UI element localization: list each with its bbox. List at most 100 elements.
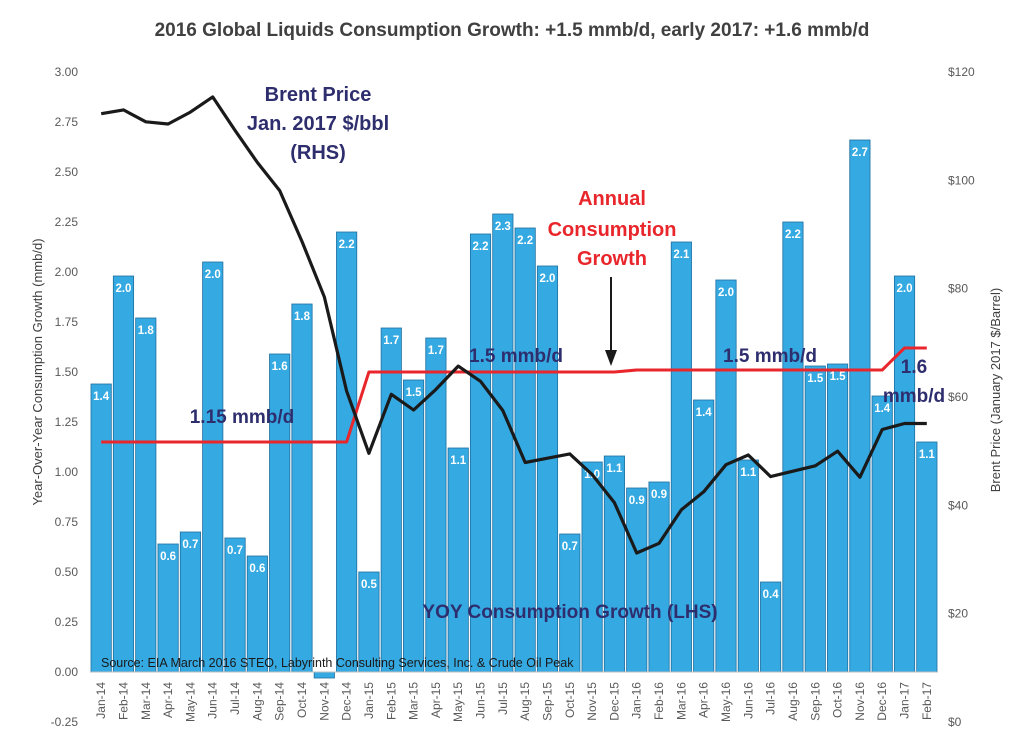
bar-data-label: 1.8 [294, 311, 311, 323]
x-tick-label: May-16 [719, 682, 733, 722]
x-tick-label: Oct-16 [831, 682, 845, 718]
bar-data-label: 0.7 [562, 541, 578, 553]
x-tick-label: Feb-15 [384, 682, 398, 720]
x-tick-label: Jan-15 [362, 682, 376, 719]
bar-data-label: 0.6 [249, 563, 265, 575]
bar [291, 303, 313, 673]
bar [782, 221, 804, 673]
y-tick-label: 1.25 [55, 415, 79, 429]
bar-data-label: 0.5 [361, 579, 378, 591]
bar-data-label: 1.1 [606, 463, 623, 475]
level-2017-annotation-line1: 1.6 [901, 357, 927, 378]
y-tick-label: 3.00 [55, 65, 79, 79]
bar [871, 395, 893, 673]
bar-data-label: 1.5 [830, 371, 847, 383]
bar-data-label: 1.5 [807, 373, 824, 385]
bar [849, 139, 871, 673]
y-axis-title: Year-Over-Year Consumption Growth (mmb/d… [30, 238, 45, 505]
level-2016-annotation: 1.5 mmb/d [723, 346, 817, 367]
bar [715, 279, 737, 673]
x-tick-label: Jan-17 [898, 682, 912, 719]
y-tick-label: 1.00 [55, 465, 79, 479]
bar-data-label: 2.7 [852, 147, 868, 159]
y2-tick-label: $40 [948, 498, 968, 512]
x-tick-label: Jun-14 [206, 682, 220, 719]
bar [447, 447, 469, 673]
y-tick-label: 2.25 [55, 215, 79, 229]
brent-price-ann-line1: Brent Price [265, 84, 372, 106]
bar-data-label: 1.8 [138, 325, 155, 337]
x-tick-label: Jan-16 [630, 682, 644, 719]
x-tick-label: Nov-15 [585, 682, 599, 721]
x-tick-label: Sep-15 [540, 682, 554, 721]
brent-price-annotation: Brent Price Jan. 2017 $/bbl (RHS) [247, 84, 389, 164]
x-tick-label: Nov-14 [317, 682, 331, 721]
bar-data-label: 2.0 [897, 283, 913, 295]
x-tick-label: Oct-14 [295, 682, 309, 718]
left-axis-ticks: -0.25 0.00 0.25 0.50 0.75 1.00 1.25 1.50 1.75 2.0… [51, 65, 79, 729]
bar-data-label: 2.0 [115, 283, 131, 295]
annual-growth-line [101, 346, 927, 444]
bar [269, 353, 291, 673]
annual-growth-ann-line2: Consumption [548, 219, 677, 241]
x-tick-label: Feb-17 [920, 682, 934, 720]
bar-data-label: 0.7 [227, 545, 243, 557]
bar-data-label: 1.4 [696, 407, 713, 419]
y-tick-label: 0.00 [55, 665, 79, 679]
brent-price-line [100, 95, 927, 555]
x-tick-label: Sep-14 [273, 682, 287, 721]
y-tick-label: 2.00 [55, 265, 79, 279]
x-tick-label: Apr-14 [161, 682, 175, 718]
y-tick-label: -0.25 [51, 715, 79, 729]
x-tick-label: Apr-15 [429, 682, 443, 718]
annual-growth-arrow-head [605, 350, 617, 366]
x-tick-label: Oct-15 [563, 682, 577, 718]
chart-title: 2016 Global Liquids Consumption Growth: … [155, 20, 870, 41]
bar [179, 531, 201, 673]
bar-data-label: 1.5 [406, 387, 423, 399]
bar [603, 455, 625, 673]
bar-data-label: 2.0 [539, 273, 555, 285]
annual-growth-ann-line3: Growth [577, 248, 647, 270]
bar-data-label: 0.9 [651, 489, 667, 501]
bar [135, 317, 157, 673]
y-tick-label: 0.25 [55, 615, 79, 629]
bar-data-label: 2.1 [673, 249, 690, 261]
x-tick-label: Dec-16 [875, 682, 889, 721]
x-tick-label: Aug-14 [250, 682, 264, 721]
x-tick-label: Jul-14 [228, 682, 242, 715]
y2-tick-label: $60 [948, 390, 968, 404]
y2-tick-label: $100 [948, 173, 975, 187]
bar [313, 671, 335, 679]
x-tick-label: Feb-16 [652, 682, 666, 720]
bar [626, 487, 648, 673]
y2-tick-label: $80 [948, 282, 968, 296]
bar-data-label: 1.4 [874, 403, 891, 415]
x-tick-label: Dec-15 [607, 682, 621, 721]
bar [403, 379, 425, 673]
y-tick-label: 2.75 [55, 115, 79, 129]
x-tick-label: Jan-14 [94, 682, 108, 719]
bar-data-label: 0.9 [629, 495, 645, 507]
bar [112, 275, 135, 673]
bar-data-label: 1.6 [272, 361, 288, 373]
x-tick-label: Jun-16 [741, 682, 755, 719]
x-tick-label: Jul-15 [496, 682, 510, 715]
annual-growth-ann-line1: Annual [578, 188, 646, 210]
bar [893, 275, 916, 673]
x-tick-label: Apr-16 [697, 682, 711, 718]
bar-data-label: 2.2 [517, 235, 533, 247]
bar-data-label: 1.7 [428, 345, 444, 357]
y2-tick-label: $120 [948, 65, 975, 79]
x-tick-label: Mar-16 [674, 682, 688, 720]
bar-data-label: 0.7 [182, 539, 198, 551]
x-tick-label: Jul-16 [764, 682, 778, 715]
x-tick-label: Sep-16 [808, 682, 822, 721]
bar [693, 399, 715, 673]
line-series [100, 95, 927, 555]
bar [827, 363, 849, 673]
y-tick-label: 0.75 [55, 515, 79, 529]
x-tick-label: Jun-15 [474, 682, 488, 719]
bar-data-label: 2.2 [339, 239, 355, 251]
